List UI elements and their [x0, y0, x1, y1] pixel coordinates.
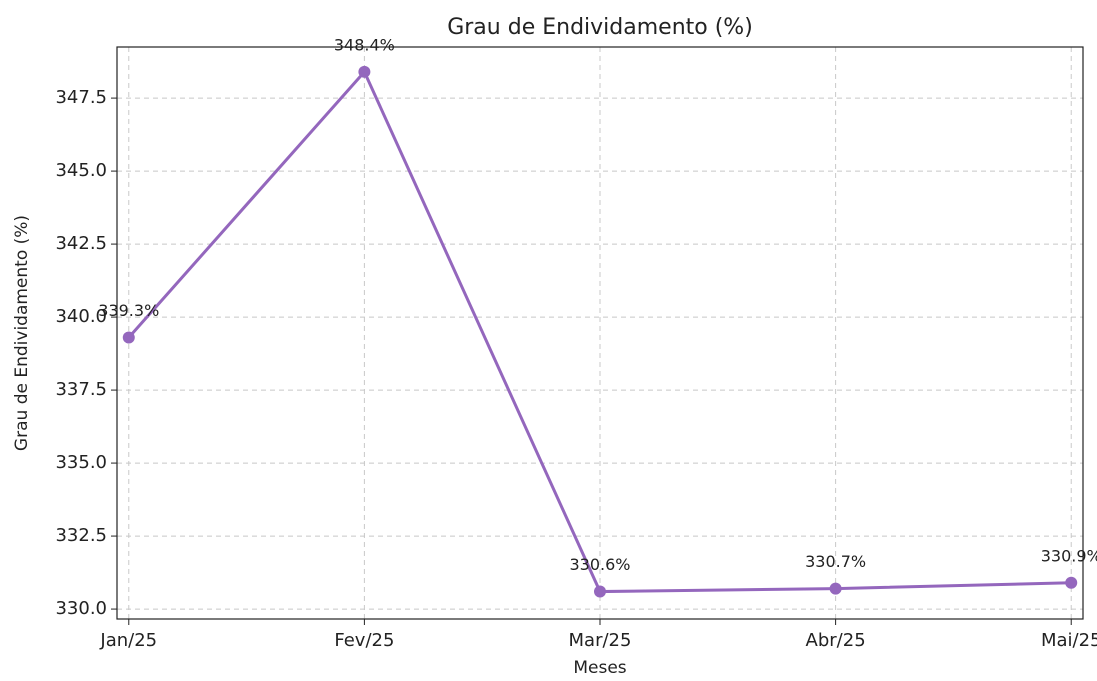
value-label: 348.4% [334, 35, 395, 54]
x-tick-label: Mai/25 [1041, 630, 1097, 651]
point [122, 331, 135, 344]
y-tick-label: 340.0 [55, 306, 107, 327]
value-label: 330.9% [1041, 546, 1097, 565]
chart-title: Grau de Endividamento (%) [447, 15, 753, 40]
point [358, 65, 371, 78]
y-tick-label: 332.5 [55, 525, 107, 546]
y-tick-label: 337.5 [55, 379, 107, 400]
x-tick-label: Jan/25 [99, 630, 157, 651]
point [594, 585, 606, 598]
point [829, 582, 842, 595]
y-axis-label: Grau de Endividamento (%) [12, 215, 32, 451]
point [1065, 576, 1078, 589]
x-tick-label: Abr/25 [806, 630, 866, 651]
value-label: 330.6% [569, 555, 630, 574]
y-tick-label: 335.0 [55, 452, 107, 473]
x-axis-label: Meses [573, 658, 626, 677]
plot-frame [116, 46, 1084, 620]
y-tick-label: 330.0 [55, 598, 107, 619]
value-label: 330.7% [805, 552, 866, 571]
y-tick-label: 347.5 [55, 87, 107, 108]
value-label: 339.3% [98, 301, 159, 320]
y-tick-label: 342.5 [55, 233, 107, 254]
y-tick-label: 345.0 [55, 160, 107, 181]
x-tick-label: Mar/25 [569, 630, 632, 651]
x-tick-label: Fev/25 [334, 630, 394, 651]
